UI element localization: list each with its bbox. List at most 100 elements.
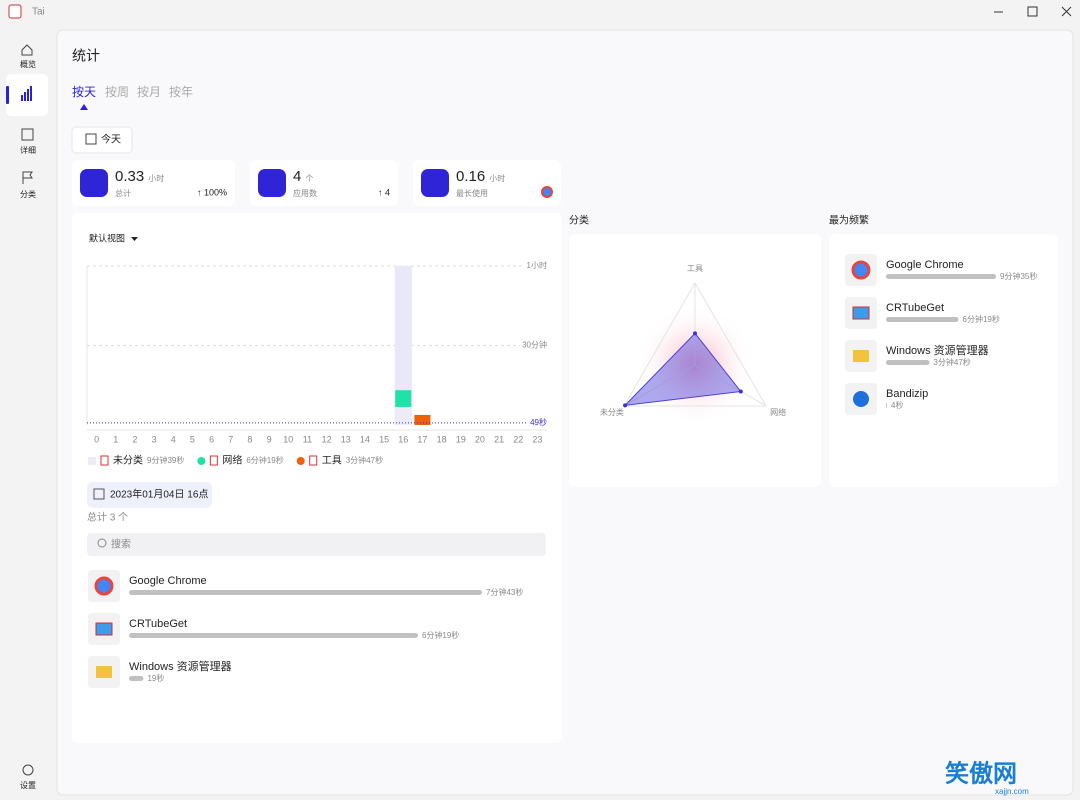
search-placeholder: 搜索	[111, 538, 131, 551]
tab[interactable]: 按天	[72, 85, 96, 99]
nav-label[interactable]: 概览	[20, 59, 36, 69]
card-value: 4	[293, 168, 301, 185]
app-icon	[852, 306, 870, 320]
home-icon[interactable]	[21, 44, 33, 56]
card-value: 0.16	[456, 168, 485, 185]
card	[250, 160, 398, 206]
x-tick-label: 16	[398, 434, 408, 444]
card-trend: ↑ 100%	[197, 187, 227, 197]
date-button-label: 今天	[101, 133, 121, 146]
app-name: Google Chrome	[886, 259, 964, 271]
radar-axis-label: 工具	[687, 264, 703, 273]
tab-indicator	[80, 104, 88, 110]
radar-axis-label: 网络	[770, 407, 786, 417]
stats-icon[interactable]	[21, 86, 32, 101]
search-box[interactable]	[87, 533, 546, 556]
tab[interactable]: 按周	[105, 85, 129, 99]
x-tick-label: 1	[113, 434, 118, 444]
app-name: CRTubeGet	[129, 618, 187, 630]
legend-icon	[100, 455, 109, 466]
x-tick-label: 3	[152, 434, 157, 444]
tab[interactable]: 按月	[137, 85, 161, 99]
card-icon	[258, 169, 286, 197]
radar-point	[693, 331, 697, 336]
app-bar	[129, 633, 418, 638]
bar-segment	[414, 414, 431, 425]
app-time: 6分钟19秒	[963, 314, 1000, 324]
card-value: 0.33	[115, 168, 144, 185]
x-tick-label: 4	[171, 434, 176, 444]
card-trend: ↑ 4	[378, 187, 390, 197]
radar-area	[623, 332, 742, 407]
app-name: Google Chrome	[129, 575, 207, 587]
card-unit: 个	[305, 174, 313, 183]
x-tick-label: 22	[513, 434, 523, 444]
x-tick-label: 13	[341, 434, 351, 444]
calendar-icon	[85, 133, 97, 145]
x-tick-label: 11	[303, 434, 312, 444]
app-icon	[95, 622, 113, 636]
x-tick-label: 19	[456, 434, 466, 444]
x-tick-label: 6	[209, 434, 214, 444]
x-tick-label: 7	[228, 434, 233, 444]
card-label: 应用数	[293, 188, 317, 198]
legend-swatch	[88, 457, 96, 465]
app-time: 19秒	[147, 673, 164, 683]
legend-swatch	[197, 457, 206, 465]
x-tick-label: 9	[267, 434, 272, 444]
app-time: 7分钟43秒	[486, 587, 523, 597]
settings-icon[interactable]	[22, 764, 34, 776]
watermark: 笑傲网	[945, 759, 1017, 787]
top-app-icon	[541, 186, 553, 198]
nav-label[interactable]: 设置	[20, 780, 36, 790]
x-tick-label: 21	[494, 434, 504, 444]
page-title: 统计	[72, 48, 100, 64]
radar-point	[623, 403, 628, 408]
maximize[interactable]	[1027, 6, 1038, 17]
x-tick-label: 5	[190, 434, 195, 444]
card-label: 最长使用	[456, 188, 488, 198]
card-unit: 小时	[489, 173, 505, 183]
legend-swatch	[296, 457, 305, 465]
radar-axis-label: 未分类	[600, 407, 624, 417]
view-dropdown[interactable]: 默认视图	[89, 232, 125, 243]
app-bar	[129, 590, 482, 595]
radar-point	[738, 389, 743, 394]
x-tick-label: 17	[417, 434, 427, 444]
card-icon	[421, 169, 449, 197]
detail-icon[interactable]	[21, 128, 34, 141]
chip-icon	[93, 488, 105, 500]
y-tick-label: 30分钟	[522, 340, 547, 350]
app-name: Windows 资源管理器	[886, 343, 989, 357]
nav-label[interactable]: 分类	[20, 189, 36, 199]
card-unit: 小时	[148, 173, 164, 183]
bar-segment	[395, 406, 412, 425]
search-icon	[97, 538, 107, 548]
card	[72, 160, 235, 206]
app-bar	[886, 360, 930, 365]
app-time: 6分钟19秒	[422, 630, 459, 640]
radar-title: 分类	[569, 214, 589, 227]
average-label: 49秒	[530, 417, 547, 427]
category-icon[interactable]	[22, 171, 33, 184]
app-name: Windows 资源管理器	[129, 659, 232, 673]
legend-name: 未分类	[113, 454, 143, 467]
bar-segment	[395, 390, 412, 407]
tab[interactable]: 按年	[169, 85, 193, 99]
frequent-title: 最为频繁	[829, 214, 869, 227]
app-icon	[96, 666, 112, 678]
close[interactable]	[1061, 6, 1072, 17]
legend-name: 工具	[322, 455, 342, 467]
app-name: Bandizip	[886, 388, 928, 400]
app-icon	[853, 350, 869, 362]
legend-icon	[209, 455, 218, 466]
dropdown-arrow	[131, 237, 138, 241]
app-bar	[129, 676, 144, 681]
x-tick-label: 12	[322, 434, 332, 444]
legend-icon	[309, 455, 318, 466]
app-icon	[851, 260, 871, 280]
nav-label[interactable]: 详细	[20, 145, 36, 155]
legend-name: 网络	[222, 454, 242, 467]
app-time: 4秒	[891, 400, 903, 410]
card-label: 总计	[115, 188, 131, 198]
